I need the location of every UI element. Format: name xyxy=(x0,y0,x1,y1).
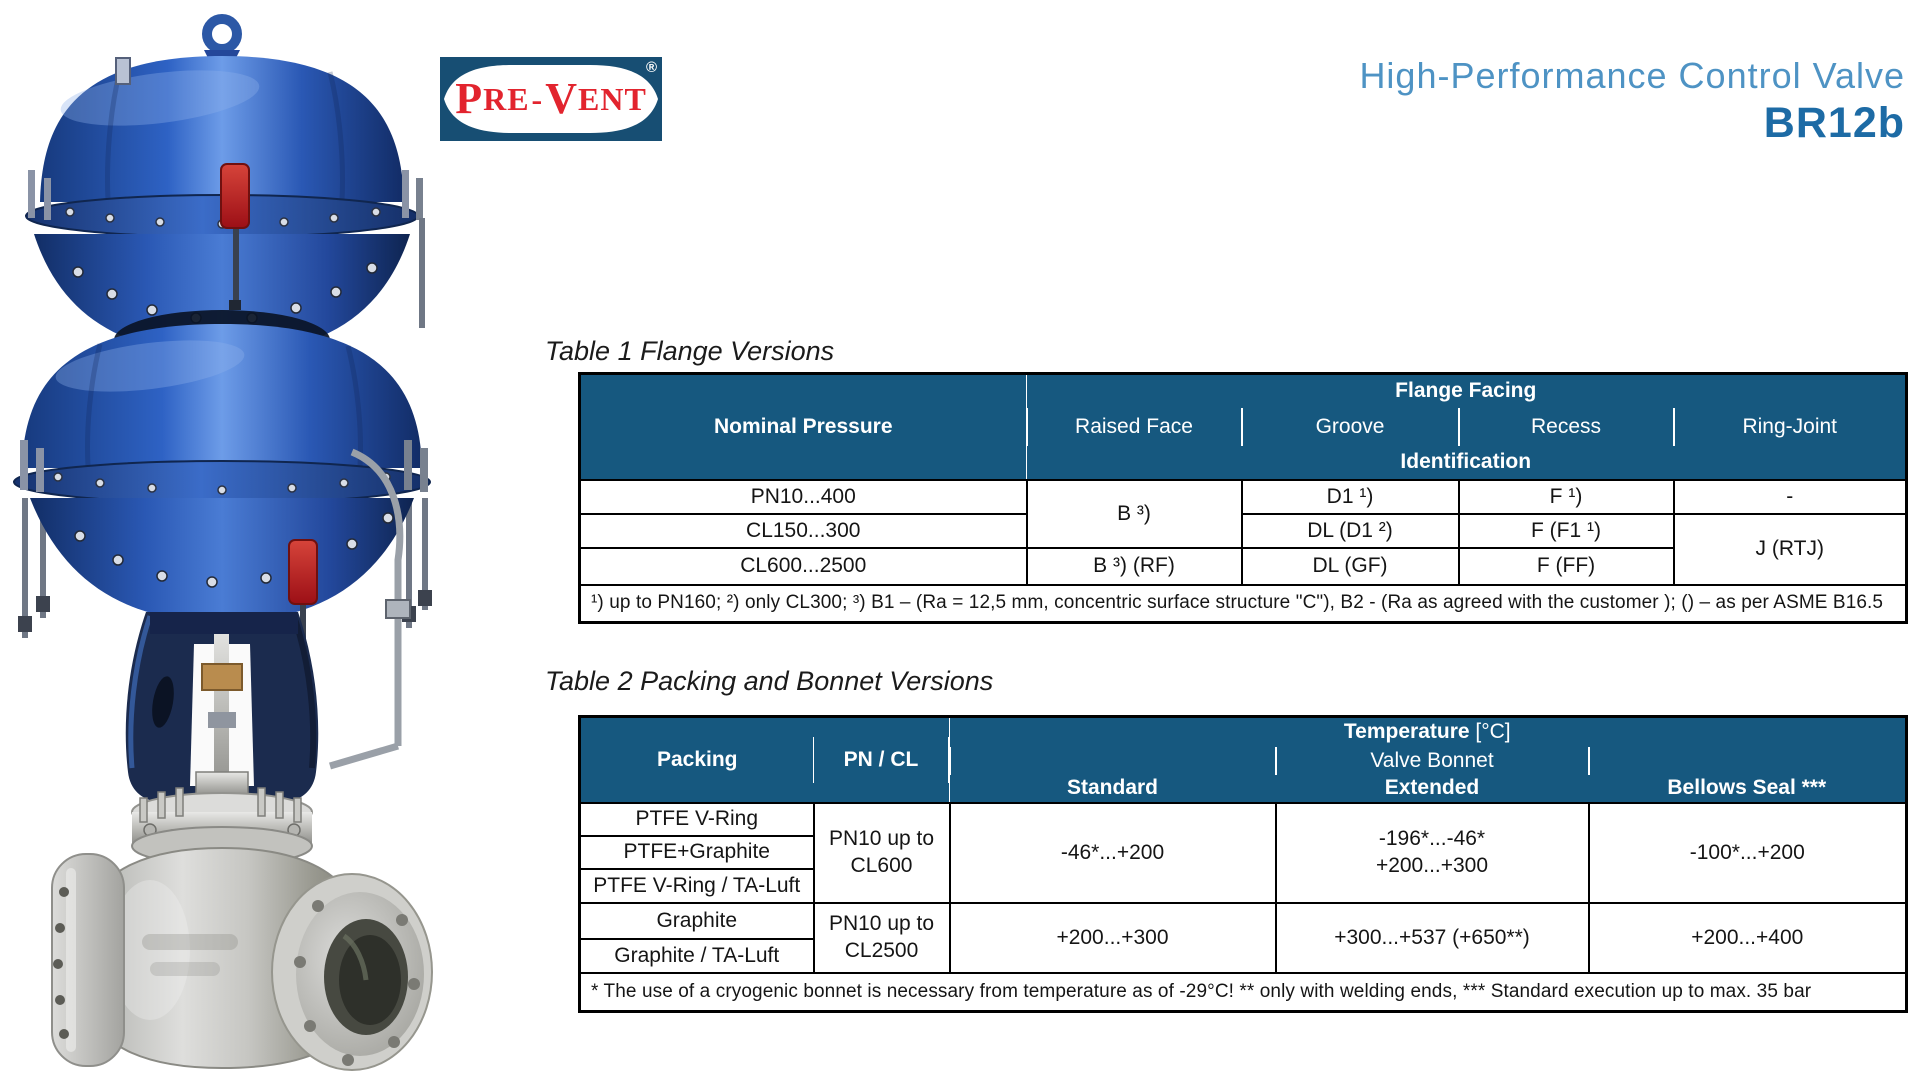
col-header-nominal-pressure: Nominal Pressure xyxy=(579,373,1027,480)
col-header-pn-cl: PN / CL xyxy=(813,716,950,803)
actuator-top xyxy=(25,56,425,354)
col-header-recess: Recess xyxy=(1457,407,1674,446)
cell-bellows: +200...+400 xyxy=(1587,901,1908,974)
table-row: CL600...2500 B ³) (RF) DL (GF) F (FF) xyxy=(578,546,1907,586)
col-group-identification: Identification xyxy=(1026,445,1907,480)
cell-raised-face: B ³) xyxy=(1025,478,1243,549)
table2-footnote: * The use of a cryogenic bonnet is neces… xyxy=(578,971,1908,1013)
cell-pressure: CL600...2500 xyxy=(578,546,1028,586)
cell-packing: PTFE V-Ring xyxy=(578,801,815,837)
table-row: Graphite / TA-Luft xyxy=(578,937,1907,974)
cell-packing: PTFE+Graphite xyxy=(578,834,815,870)
logo-letters: RE xyxy=(483,81,530,117)
red-tag-top xyxy=(220,163,250,310)
cell-extended: +300...+537 (+650**) xyxy=(1274,901,1590,974)
table-row-footnote: * The use of a cryogenic bonnet is neces… xyxy=(578,971,1908,1013)
table-row: PTFE V-Ring PN10 up to CL600 -46*...+200… xyxy=(578,801,1908,904)
temperature-unit: [°C] xyxy=(1469,720,1511,744)
temperature-label: Temperature xyxy=(1343,720,1470,744)
right-flange xyxy=(271,873,433,1071)
cell-extended: -196*...-46* +200...+300 xyxy=(1274,801,1590,904)
cell-packing: PTFE V-Ring / TA-Luft xyxy=(578,867,815,904)
table2-header: Packing PN / CL Temperature [°C] Valve B… xyxy=(579,716,1907,803)
table-row: Graphite PN10 up to CL2500 +200...+300 +… xyxy=(578,901,1908,974)
cell-pn-cl: PN10 up to CL600 xyxy=(812,801,951,904)
control-valve-photo xyxy=(0,0,445,1080)
cell-recess: F (FF) xyxy=(1457,546,1675,586)
logo-shape xyxy=(444,65,658,133)
table1-footnote: ¹) up to PN160; ²) only CL300; ³) B1 – (… xyxy=(578,583,1908,624)
cell-recess: F (F1 ¹) xyxy=(1457,512,1675,549)
cell-ring-joint: J (RTJ) xyxy=(1672,512,1908,586)
cell-pressure: CL150...300 xyxy=(578,512,1028,549)
col-header-extended: Extended xyxy=(1275,774,1589,803)
cell-groove: D1 ¹) xyxy=(1240,478,1460,515)
table2-caption: Table 2 Packing and Bonnet Versions xyxy=(545,666,994,696)
cell-standard: +200...+300 xyxy=(948,901,1277,974)
table-row: PTFE+Graphite xyxy=(578,834,1907,870)
col-header-packing: Packing xyxy=(579,716,814,803)
cell-groove: DL (GF) xyxy=(1240,546,1460,586)
cell-standard: -46*...+200 xyxy=(948,801,1277,904)
table1-header: Nominal Pressure Flange Facing Raised Fa… xyxy=(579,373,1907,480)
packing-bonnet-table: Packing PN / CL Temperature [°C] Valve B… xyxy=(578,715,1909,1013)
logo-dash: - xyxy=(531,81,544,117)
control-valve-illustration xyxy=(13,14,433,1071)
col-header-standard: Standard xyxy=(949,774,1276,803)
col-header-ring-joint: Ring-Joint xyxy=(1672,407,1907,446)
col-group-valve-bonnet: Valve Bonnet xyxy=(1274,746,1589,775)
table1-body: PN10...400 B ³) D1 ¹) F ¹) - CL150...300… xyxy=(578,478,1908,624)
cell-pressure: PN10...400 xyxy=(578,478,1028,515)
page-header: High-Performance Control Valve BR12b xyxy=(1359,55,1905,148)
bonnet xyxy=(131,771,313,866)
cell-packing: Graphite xyxy=(578,901,815,940)
page-title: High-Performance Control Valve xyxy=(1359,55,1905,96)
col-group-spacer xyxy=(1587,746,1907,775)
yoke xyxy=(125,612,319,802)
col-header-raised-face: Raised Face xyxy=(1025,407,1242,446)
col-group-flange-facing: Flange Facing xyxy=(1026,373,1907,408)
model-number: BR12b xyxy=(1763,99,1905,147)
table-row: PTFE V-Ring / TA-Luft xyxy=(578,867,1907,904)
pre-vent-logo: ® P RE - V ENT xyxy=(440,57,662,141)
cell-pn-cl: PN10 up to CL2500 xyxy=(812,901,951,974)
col-header-groove: Groove xyxy=(1240,407,1459,446)
flange-versions-table: Nominal Pressure Flange Facing Raised Fa… xyxy=(578,372,1908,624)
logo-letter: V xyxy=(545,74,578,123)
table2-body: PTFE V-Ring PN10 up to CL600 -46*...+200… xyxy=(578,801,1908,1013)
cell-ring-joint: - xyxy=(1672,478,1908,515)
cell-raised-face: B ³) (RF) xyxy=(1025,546,1243,586)
logo-wordmark: P RE - V ENT xyxy=(440,57,662,141)
table-row-footnote: ¹) up to PN160; ²) only CL300; ³) B1 – (… xyxy=(578,583,1908,624)
logo-letter: P xyxy=(455,74,484,123)
cell-packing: Graphite / TA-Luft xyxy=(578,937,815,974)
cell-recess: F ¹) xyxy=(1457,478,1675,515)
valve-body xyxy=(51,846,433,1071)
logo-letters: ENT xyxy=(577,81,647,117)
table-row: CL150...300 DL (D1 ²) F (F1 ¹) J (RTJ) xyxy=(578,512,1908,586)
table1-caption: Table 1 Flange Versions xyxy=(545,336,835,366)
air-supply-tube xyxy=(350,448,404,746)
table-row: PN10...400 B ³) D1 ¹) F ¹) - xyxy=(578,478,1908,549)
cell-bellows: -100*...+200 xyxy=(1587,801,1908,904)
col-header-bellows-seal: Bellows Seal *** xyxy=(1588,774,1907,803)
cell-groove: DL (D1 ²) xyxy=(1240,512,1460,549)
col-group-temperature: Temperature [°C] xyxy=(949,716,1907,747)
col-group-spacer xyxy=(948,746,1276,775)
registered-mark: ® xyxy=(645,59,657,76)
